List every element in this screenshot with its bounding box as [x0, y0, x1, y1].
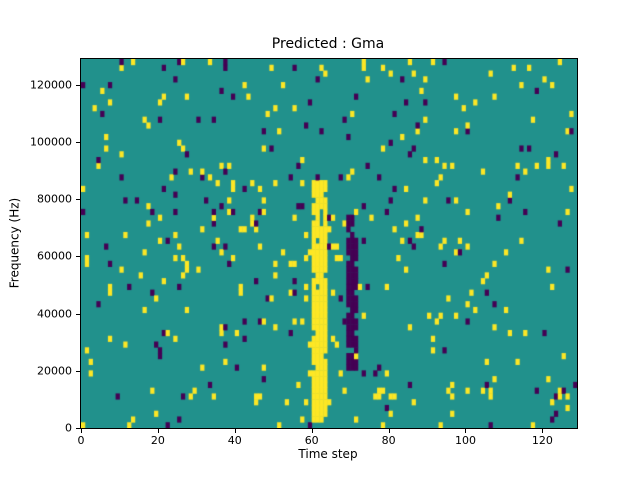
- x-tick-label: 100: [454, 434, 476, 447]
- x-tick-mark: [388, 429, 390, 433]
- y-tick-mark: [76, 84, 80, 86]
- x-tick-mark: [157, 429, 159, 433]
- x-tick-mark: [234, 429, 236, 433]
- plot-area: [80, 58, 578, 429]
- y-tick-mark: [76, 370, 80, 372]
- x-tick-label: 20: [150, 434, 165, 447]
- y-tick-mark: [76, 256, 80, 258]
- x-tick-mark: [81, 429, 82, 433]
- heatmap-canvas: [81, 59, 577, 428]
- y-tick-mark: [76, 199, 80, 201]
- y-axis-label: Frequency (Hz): [7, 197, 22, 289]
- x-tick-mark: [311, 429, 313, 433]
- x-tick-mark: [465, 429, 467, 433]
- x-tick-label: 40: [227, 434, 242, 447]
- y-tick-label: 120000: [30, 78, 72, 92]
- x-tick-label: 120: [531, 434, 553, 447]
- x-tick-label: 80: [381, 434, 396, 447]
- x-tick-label: 60: [304, 434, 319, 447]
- y-tick-label: 40000: [37, 307, 72, 321]
- y-tick-mark: [76, 428, 80, 429]
- y-tick-label: 100000: [30, 135, 72, 149]
- y-tick-label: 20000: [37, 364, 72, 378]
- y-tick-mark: [76, 141, 80, 143]
- y-tick-label: 0: [65, 421, 72, 435]
- chart-title: Predicted : Gma: [271, 36, 385, 52]
- y-tick-label: 80000: [37, 192, 72, 206]
- x-axis-label: Time step: [298, 447, 358, 461]
- y-tick-mark: [76, 313, 80, 315]
- x-tick-label: 0: [77, 434, 85, 447]
- x-tick-mark: [542, 429, 544, 433]
- y-tick-label: 60000: [37, 249, 72, 263]
